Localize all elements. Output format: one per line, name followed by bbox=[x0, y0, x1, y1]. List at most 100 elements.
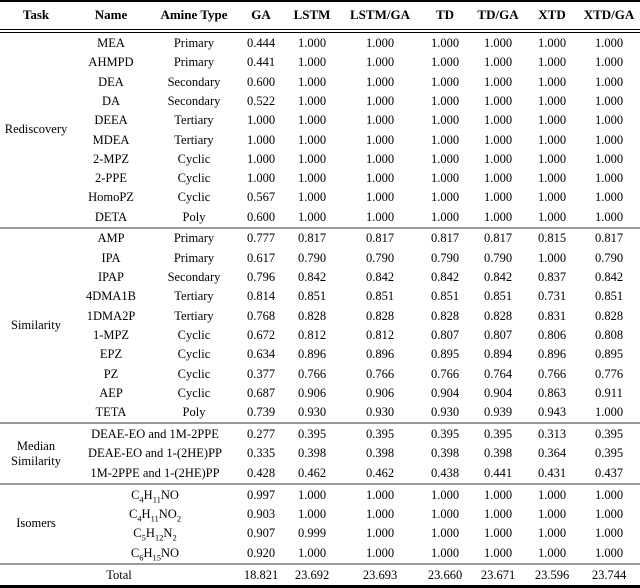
name-cell: MEA bbox=[97, 35, 125, 50]
value-cell: 0.398 bbox=[365, 446, 395, 461]
value-cell: 0.894 bbox=[483, 347, 513, 362]
name-cell: MDEA bbox=[92, 132, 130, 147]
value-cell: 1.000 bbox=[365, 506, 395, 521]
value-cell: 0.395 bbox=[578, 422, 640, 444]
amine-type-cell: Primary bbox=[173, 55, 215, 70]
value-cell: 1.000 bbox=[430, 171, 460, 186]
value-cell: 1.000 bbox=[246, 171, 276, 186]
table-row: 1DMA2P Tertiary 0.768 0.828 0.828 0.828 0.828 0… bbox=[0, 306, 640, 325]
amine-type-cell: Tertiary bbox=[174, 308, 214, 323]
name-cell: 4DMA1B bbox=[85, 289, 136, 304]
amine-type-cell: Cyclic bbox=[177, 366, 211, 381]
name-cell: HomoPZ bbox=[88, 190, 134, 205]
value-cell: 0.812 bbox=[365, 328, 395, 343]
value-cell: 0.851 bbox=[483, 289, 513, 304]
value-cell: 0.766 bbox=[297, 366, 327, 381]
table-row: Rediscovery MEA Primary 0.444 1.000 1.000 1.00… bbox=[0, 31, 640, 137]
value-cell: 1.000 bbox=[594, 35, 624, 50]
value-cell: 1.000 bbox=[430, 113, 460, 128]
value-cell: 0.398 bbox=[430, 446, 460, 461]
table-row: AHMPD Primary 0.441 1.000 1.000 1.000 1.000 1.0… bbox=[0, 53, 640, 72]
amine-type-cell: Tertiary bbox=[174, 289, 214, 304]
value-cell: 0.817 bbox=[578, 226, 640, 249]
value-cell: 1.000 bbox=[297, 506, 327, 521]
value-cell: 0.812 bbox=[297, 328, 327, 343]
value-cell: 0.904 bbox=[430, 385, 460, 400]
amine-type-cell: Cyclic bbox=[177, 385, 211, 400]
col-header-xtd-ga: XTD/GA bbox=[578, 1, 640, 33]
value-cell: 0.806 bbox=[537, 328, 567, 343]
value-cell: 0.808 bbox=[594, 328, 624, 343]
value-cell: 0.842 bbox=[594, 270, 624, 285]
table-row: MDEA Tertiary 1.000 1.000 1.000 1.000 1.000 1.0… bbox=[0, 130, 640, 149]
value-cell: 0.842 bbox=[365, 270, 395, 285]
value-cell: 0.790 bbox=[297, 250, 327, 265]
table-row: Isomers C4H11NO 0.997 1.000 1.000 1.000 1.000 1… bbox=[0, 482, 640, 564]
value-cell: 0.828 bbox=[297, 308, 327, 323]
table-row: DA Secondary 0.522 1.000 1.000 1.000 1.000 1.00… bbox=[0, 92, 640, 111]
value-cell: 1.000 bbox=[297, 190, 327, 205]
total-label: Total bbox=[0, 562, 238, 587]
value-cell: 1.000 bbox=[430, 74, 460, 89]
table-row: 4DMA1B Tertiary 0.814 0.851 0.851 0.851 0.851 0… bbox=[0, 287, 640, 306]
task-label: Isomers bbox=[0, 482, 72, 564]
value-cell: 1.000 bbox=[483, 209, 513, 224]
value-cell: 0.930 bbox=[365, 405, 395, 420]
table-row: 1M-2PPE and 1-(2HE)PP 0.428 0.462 0.462 0.43… bbox=[0, 463, 640, 484]
value-cell: 1.000 bbox=[578, 482, 640, 505]
value-cell: 0.377 bbox=[246, 366, 276, 381]
value-cell: 1.000 bbox=[537, 526, 567, 541]
value-cell: 0.739 bbox=[246, 405, 276, 420]
table-row: C4H11NO2 0.903 1.000 1.000 1.000 1.000 1.000 1.… bbox=[0, 505, 640, 524]
value-cell: 0.766 bbox=[430, 366, 460, 381]
name-cell: C4H11NO2 bbox=[128, 506, 182, 524]
value-cell: 1.000 bbox=[430, 55, 460, 70]
total-value-cell: 18.821 bbox=[238, 562, 284, 587]
value-cell: 0.776 bbox=[594, 366, 624, 381]
value-cell: 1.000 bbox=[470, 482, 526, 505]
table-row: IPA Primary 0.617 0.790 0.790 0.790 0.790 1.000… bbox=[0, 248, 640, 267]
name-cell: 2-MPZ bbox=[92, 151, 130, 166]
value-cell: 1.000 bbox=[483, 132, 513, 147]
value-cell: 0.907 bbox=[246, 526, 276, 541]
value-cell: 0.764 bbox=[483, 366, 513, 381]
name-cell: EPZ bbox=[99, 347, 123, 362]
value-cell: 1.000 bbox=[483, 506, 513, 521]
value-cell: 1.000 bbox=[537, 55, 567, 70]
total-value-cell: 23.596 bbox=[526, 562, 578, 587]
table-row: C5H12N2 0.907 0.999 1.000 1.000 1.000 1.000 1.0… bbox=[0, 524, 640, 543]
value-cell: 1.000 bbox=[297, 209, 327, 224]
value-cell: 0.617 bbox=[246, 250, 276, 265]
value-cell: 0.567 bbox=[246, 190, 276, 205]
value-cell: 0.817 bbox=[284, 226, 340, 249]
value-cell: 1.000 bbox=[430, 506, 460, 521]
total-value-cell: 23.692 bbox=[284, 562, 340, 587]
value-cell: 0.462 bbox=[365, 465, 395, 480]
value-cell: 0.428 bbox=[246, 465, 276, 480]
col-header-ga: GA bbox=[238, 1, 284, 33]
name-cell: DEA bbox=[98, 74, 124, 89]
col-header-lstm-ga: LSTM/GA bbox=[340, 1, 420, 33]
value-cell: 1.000 bbox=[594, 506, 624, 521]
value-cell: 1.000 bbox=[594, 526, 624, 541]
table-row: 2-MPZ Cyclic 1.000 1.000 1.000 1.000 1.000 1.00… bbox=[0, 149, 640, 168]
value-cell: 0.522 bbox=[246, 93, 276, 108]
amine-type-cell: Cyclic bbox=[177, 190, 211, 205]
amine-type-cell: Cyclic bbox=[177, 171, 211, 186]
value-cell: 1.000 bbox=[537, 190, 567, 205]
value-cell: 0.790 bbox=[594, 250, 624, 265]
value-cell: 1.000 bbox=[483, 190, 513, 205]
value-cell: 0.790 bbox=[483, 250, 513, 265]
value-cell: 0.828 bbox=[483, 308, 513, 323]
name-cell: AHMPD bbox=[88, 55, 134, 70]
value-cell: 1.000 bbox=[365, 74, 395, 89]
value-cell: 1.000 bbox=[430, 132, 460, 147]
col-header-name: Name bbox=[72, 1, 150, 33]
value-cell: 1.000 bbox=[594, 405, 624, 420]
table-row: DETA Poly 0.600 1.000 1.000 1.000 1.000 1.000 1.… bbox=[0, 207, 640, 228]
value-cell: 0.999 bbox=[297, 526, 327, 541]
col-header-task: Task bbox=[0, 1, 72, 33]
value-cell: 1.000 bbox=[430, 151, 460, 166]
value-cell: 1.000 bbox=[594, 190, 624, 205]
amine-type-cell: Poly bbox=[182, 405, 206, 420]
